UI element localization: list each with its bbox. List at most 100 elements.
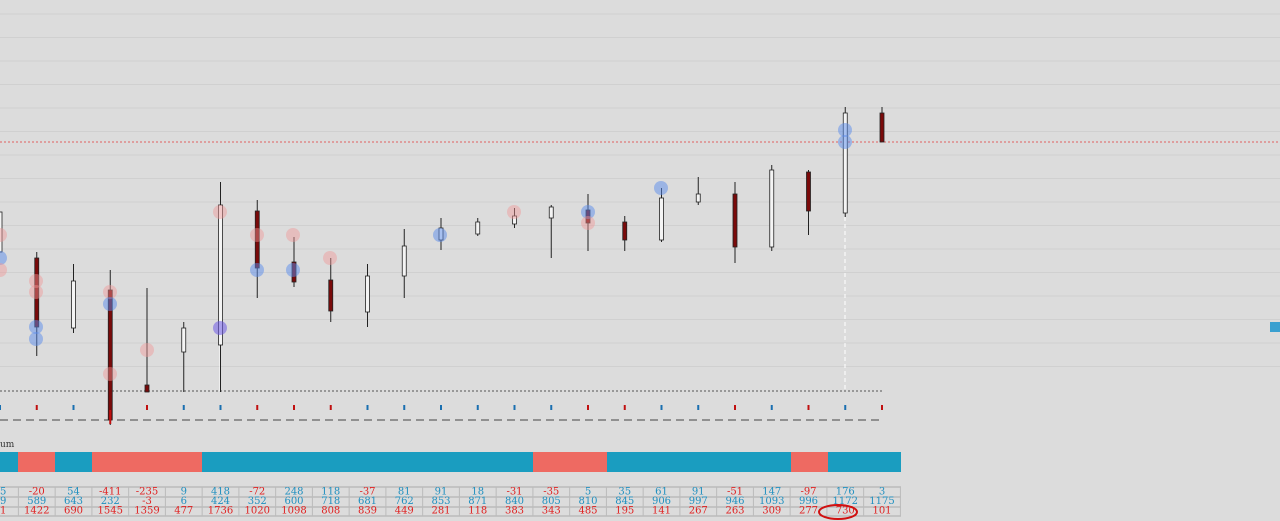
segment (607, 452, 791, 472)
table-cell: 18 (471, 487, 484, 498)
table-cell: 147 (762, 487, 781, 498)
candle-body (659, 197, 664, 241)
volume-tick (660, 405, 663, 410)
trend-bar (0, 452, 901, 472)
table-cell: 195 (615, 506, 634, 517)
volume-tick (844, 405, 847, 410)
table-cell: 810 (578, 496, 597, 507)
signal-dot (213, 321, 227, 335)
table-cell: 946 (725, 496, 744, 507)
candle-body (144, 384, 150, 393)
volume-tick (146, 405, 148, 410)
signal-dot (323, 251, 337, 265)
table-cell: 383 (505, 506, 524, 517)
segment (533, 452, 607, 472)
candle-body (328, 279, 334, 312)
volume-tick (256, 405, 259, 410)
segment (828, 452, 901, 472)
table-cell: 343 (542, 506, 561, 517)
table-cell: 906 (652, 496, 671, 507)
signal-dot (286, 263, 300, 277)
table-cell: 118 (321, 487, 340, 498)
signal-dot (838, 135, 852, 149)
table-cell: 91 (435, 487, 448, 498)
data-table: 35-2054-411-2359418-72248118-37819118-31… (0, 486, 901, 517)
table-cell: 485 (578, 506, 597, 517)
table-cell: 853 (431, 496, 450, 507)
signal-dot (29, 320, 43, 334)
table-cell: 1175 (869, 496, 894, 507)
candle-body (401, 245, 407, 277)
candle-body (475, 221, 481, 235)
segment (202, 452, 533, 472)
signal-dot (581, 216, 595, 230)
table-cell: 352 (248, 496, 267, 507)
signal-dot (654, 181, 668, 195)
table-cell: 248 (284, 487, 303, 498)
candle-body (512, 215, 517, 225)
signal-dot (0, 263, 7, 277)
segment (92, 452, 202, 472)
table-cell: -97 (800, 487, 816, 498)
table-cell: 81 (398, 487, 411, 498)
candle-body (695, 193, 701, 203)
signal-dot (213, 205, 227, 219)
table-cell: 1359 (134, 506, 159, 517)
table-cell: 477 (174, 506, 193, 517)
table-cell: 730 (836, 506, 855, 517)
table-cell: 840 (505, 496, 524, 507)
signal-dot (29, 285, 43, 299)
volume-tick (881, 405, 883, 410)
table-cell: 5 (585, 487, 591, 498)
volume-tick (35, 405, 38, 410)
signal-dot (140, 343, 154, 357)
table-cell: -235 (136, 487, 158, 498)
signal-dot (103, 297, 117, 311)
table-cell: 681 (358, 496, 377, 507)
candle-body (0, 211, 3, 253)
signal-dot (250, 228, 264, 242)
signal-dot (29, 274, 43, 288)
table-cell: 762 (395, 496, 414, 507)
table-cell: 61 (655, 487, 668, 498)
table-cell: 1736 (208, 506, 233, 517)
table-cell: 808 (321, 506, 340, 517)
volume-tick (109, 410, 112, 424)
candle-body (218, 204, 223, 346)
table-cell: -51 (727, 487, 743, 498)
table-cell: 600 (284, 496, 303, 507)
table-cell: -31 (506, 487, 522, 498)
signals (0, 123, 852, 381)
table-cell: 281 (431, 506, 450, 517)
table-cell: 718 (321, 496, 340, 507)
table-cell: 1093 (759, 496, 784, 507)
table-cell: 101 (872, 506, 891, 517)
signal-dot (581, 205, 595, 219)
candle-body (732, 193, 738, 248)
segment (55, 452, 92, 472)
grid (0, 13, 1280, 367)
table-cell: 118 (468, 506, 487, 517)
table-cell: 176 (836, 487, 855, 498)
signal-dot (507, 205, 521, 219)
table-cell: 643 (64, 496, 83, 507)
table-cell: 39 (0, 496, 6, 507)
candle-body (365, 275, 370, 313)
table-cell: 839 (358, 506, 377, 517)
signal-dot (103, 285, 117, 299)
signal-dot (433, 228, 447, 242)
volume-tick (697, 405, 700, 410)
table-cell: 589 (27, 496, 46, 507)
table-cell: 91 (692, 487, 705, 498)
volume-tick (293, 405, 295, 410)
table-cell: 309 (762, 506, 781, 517)
table-cell: 1020 (245, 506, 270, 517)
table-cell: 871 (468, 496, 487, 507)
volume-tick (587, 405, 589, 410)
candle-body (842, 112, 848, 214)
table-cell: 449 (395, 506, 414, 517)
candle-body (181, 327, 187, 353)
volume-tick (329, 405, 332, 410)
